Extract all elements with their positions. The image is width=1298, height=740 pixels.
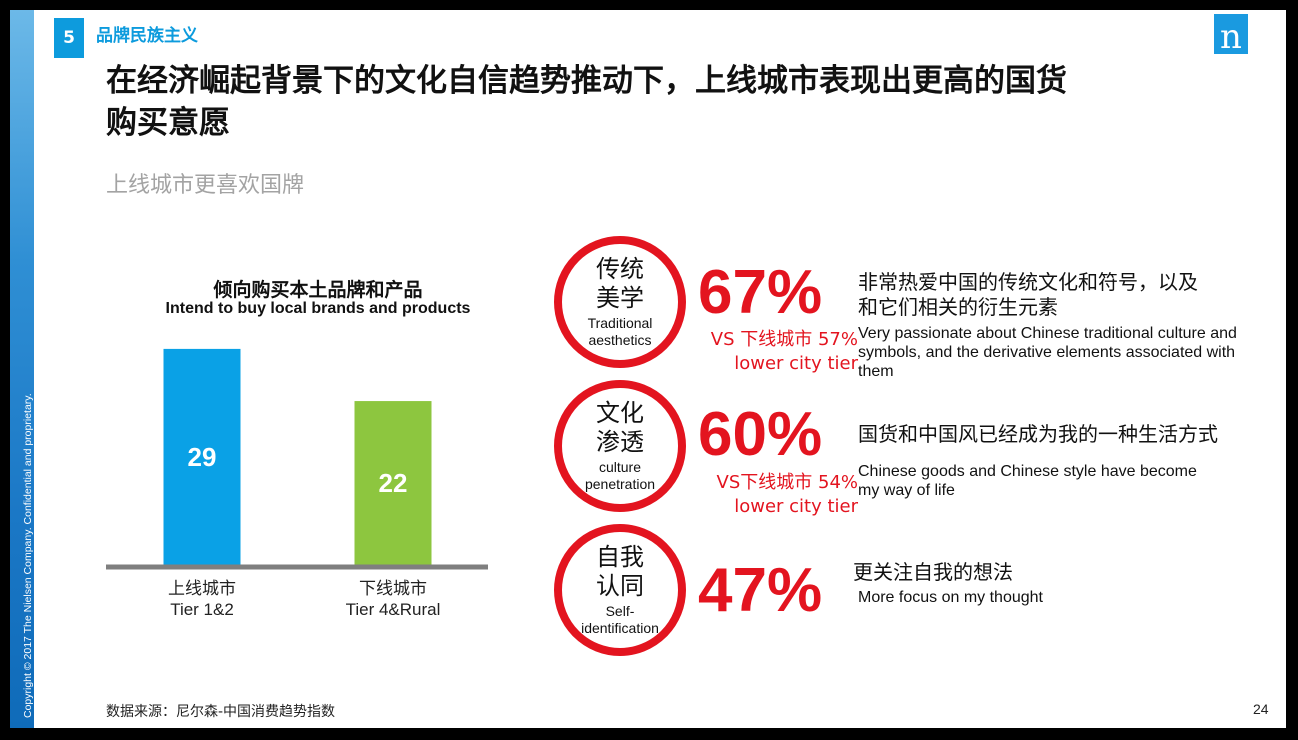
- ring-label-en: Traditional aesthetics: [562, 315, 678, 349]
- section-title: 品牌民族主义: [96, 26, 198, 46]
- ring-label-en: Self- identification: [562, 603, 678, 637]
- ring-label-en-line1: Traditional: [587, 315, 653, 331]
- desc-cn-line1: 更关注自我的想法: [853, 560, 1013, 584]
- ring-label-cn-line2: 认同: [596, 572, 644, 600]
- page-title-line1: 在经济崛起背景下的文化自信趋势推动下，上线城市表现出更高的国货: [106, 63, 1067, 99]
- desc-en-line1: Chinese goods and Chinese style have bec…: [858, 463, 1197, 480]
- stat-percent: 60%: [698, 400, 823, 469]
- category-label-en: Tier 1&2: [170, 600, 234, 619]
- stat-description-cn: 非常热爱中国的传统文化和符号，以及 和它们相关的衍生元素: [858, 270, 1278, 320]
- stat-percent: 47%: [698, 556, 823, 625]
- bar-chart: 29 22: [106, 348, 488, 570]
- stat-description-en: Chinese goods and Chinese style have bec…: [858, 462, 1278, 500]
- ring-label-cn-line1: 文化: [596, 399, 644, 427]
- ring-label-en-line2: aesthetics: [588, 332, 652, 348]
- chart-title: 倾向购买本土品牌和产品: [213, 279, 423, 301]
- category-label-cn: 下线城市: [359, 579, 427, 598]
- bar-2: [354, 401, 432, 565]
- desc-cn-line2: 和它们相关的衍生元素: [858, 295, 1058, 319]
- bar-data-label: 22: [379, 468, 408, 498]
- stat-comparison-line2: lower city tier: [734, 496, 858, 517]
- desc-en-line2: symbols, and the derivative elements ass…: [858, 344, 1236, 361]
- stat-description-cn: 国货和中国风已经成为我的一种生活方式: [858, 422, 1278, 447]
- desc-en-line1: Very passionate about Chinese traditiona…: [858, 325, 1237, 342]
- chart-subtitle: Intend to buy local brands and products: [165, 300, 471, 317]
- stat-ring: 文化 渗透 culture penetration: [554, 380, 686, 512]
- bar-data-label: 29: [188, 442, 217, 472]
- category-label-tier1-2: 上线城市 Tier 1&2: [117, 578, 287, 620]
- desc-en-line1: More focus on my thought: [858, 589, 1043, 606]
- ring-label-en-line1: Self-: [605, 603, 635, 619]
- stat-description-en: Very passionate about Chinese traditiona…: [858, 324, 1278, 381]
- left-side-strip: Copyright © 2017 The Nielsen Company. Co…: [10, 10, 34, 728]
- ring-label-cn-line2: 美学: [596, 284, 644, 312]
- stat-row-self-identification: 自我 认同 Self- identification 47% 更关注自我的想法 …: [550, 520, 1286, 660]
- stat-ring: 传统 美学 Traditional aesthetics: [554, 236, 686, 368]
- stat-ring: 自我 认同 Self- identification: [554, 524, 686, 656]
- desc-cn-line1: 非常热爱中国的传统文化和符号，以及: [858, 270, 1198, 294]
- bar-1: [163, 348, 241, 565]
- stat-percent: 67%: [698, 258, 823, 327]
- ring-label-cn: 自我 认同: [562, 543, 678, 601]
- stat-comparison: VS 下线城市 57% lower city tier: [692, 328, 858, 376]
- ring-label-cn-line2: 渗透: [596, 428, 644, 456]
- category-label-cn: 上线城市: [168, 579, 236, 598]
- category-label-tier4-rural: 下线城市 Tier 4&Rural: [308, 578, 478, 620]
- ring-label-cn-line1: 自我: [596, 543, 644, 571]
- stat-row-culture-penetration: 文化 渗透 culture penetration 60% VS下线城市 54%…: [550, 376, 1286, 519]
- slide: Copyright © 2017 The Nielsen Company. Co…: [10, 10, 1286, 728]
- ring-label-cn-line1: 传统: [596, 255, 644, 283]
- page-number: 24: [1253, 701, 1269, 717]
- ring-label-en: culture penetration: [562, 459, 678, 493]
- ring-label-en-line2: identification: [581, 620, 659, 636]
- stat-comparison: VS下线城市 54% lower city tier: [692, 471, 858, 519]
- desc-en-line2: my way of life: [858, 482, 955, 499]
- page-title: 在经济崛起背景下的文化自信趋势推动下，上线城市表现出更高的国货 购买意愿: [106, 60, 1226, 144]
- page-title-line2: 购买意愿: [106, 105, 230, 141]
- stat-comparison-line1: VS下线城市 54%: [716, 472, 858, 493]
- ring-label-en-line1: culture: [598, 459, 642, 475]
- stat-description-en: More focus on my thought: [858, 588, 1278, 607]
- section-number-badge: 5: [54, 18, 84, 58]
- nielsen-logo-icon: n: [1214, 14, 1248, 54]
- category-label-en: Tier 4&Rural: [345, 600, 441, 619]
- data-source: 数据来源：尼尔森-中国消费趋势指数: [106, 704, 336, 720]
- desc-cn-line1: 国货和中国风已经成为我的一种生活方式: [858, 422, 1218, 446]
- desc-en-line3: them: [858, 363, 894, 380]
- stat-row-traditional-aesthetics: 传统 美学 Traditional aesthetics 67% VS 下线城市…: [550, 232, 1286, 380]
- ring-label-en-line2: penetration: [584, 476, 656, 492]
- ring-label-cn: 传统 美学: [562, 255, 678, 313]
- page-subtitle: 上线城市更喜欢国牌: [106, 173, 305, 198]
- stat-comparison-line2: lower city tier: [734, 353, 858, 374]
- stat-comparison-line1: VS 下线城市 57%: [710, 329, 858, 350]
- stat-description-cn: 更关注自我的想法: [853, 560, 1273, 585]
- ring-label-cn: 文化 渗透: [562, 399, 678, 457]
